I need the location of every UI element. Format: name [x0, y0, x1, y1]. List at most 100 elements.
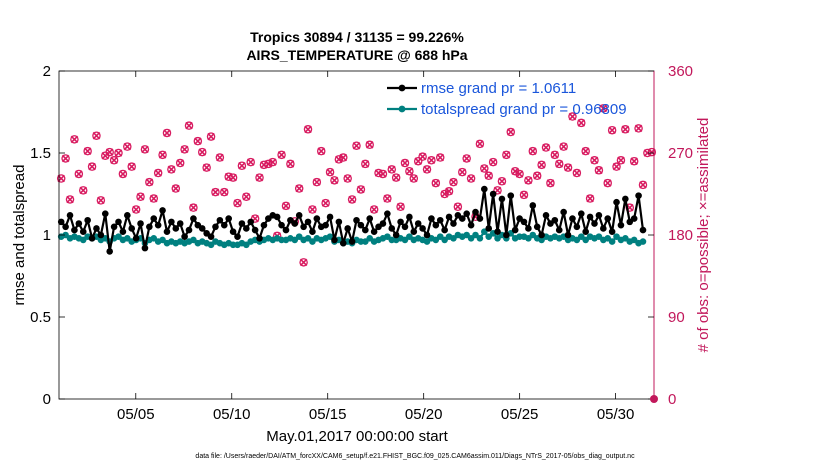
obs-possible-circle — [365, 140, 374, 150]
obs-possible-circle — [352, 141, 361, 150]
obs-possible-circle — [418, 152, 427, 161]
chart-subtitle: AIRS_TEMPERATURE @ 688 hPa — [246, 47, 467, 63]
obs-count-marker — [140, 145, 150, 154]
obs-possible-circle — [299, 258, 308, 267]
rmse-series — [57, 185, 647, 255]
rmse-point — [428, 215, 435, 222]
obs-count-marker — [281, 201, 291, 211]
rmse-point — [564, 231, 572, 239]
obs-possible-circle — [136, 192, 145, 201]
rmse-point — [577, 210, 585, 217]
rmse-point — [168, 218, 175, 226]
obs-possible-circle — [131, 205, 141, 214]
obs-assimilated-x — [97, 196, 105, 205]
obs-assimilated-x — [105, 148, 114, 156]
y2-tick-label: 0 — [668, 391, 676, 408]
rmse-point — [185, 226, 193, 234]
obs-possible-circle — [396, 202, 405, 212]
y-tick-label: 1.5 — [30, 145, 51, 162]
obs-possible-circle — [184, 121, 194, 130]
obs-possible-circle — [621, 125, 630, 134]
obs-possible-circle — [603, 178, 612, 188]
obs-count-marker — [418, 152, 427, 161]
obs-possible-circle — [554, 159, 564, 169]
obs-count-marker — [180, 145, 189, 154]
obs-assimilated-x — [335, 155, 343, 164]
rmse-point — [604, 215, 612, 222]
obs-possible-circle — [65, 195, 75, 204]
rmse-point — [207, 233, 215, 240]
rmse-point — [353, 216, 360, 224]
obs-assimilated-x — [432, 179, 440, 187]
obs-count-marker — [149, 194, 159, 203]
obs-count-marker — [61, 154, 70, 163]
obs-count-marker — [435, 153, 445, 162]
rmse-point — [617, 221, 625, 229]
obs-count-marker — [339, 153, 348, 162]
rmse-point — [93, 225, 100, 232]
rmse-point — [119, 228, 127, 236]
obs-assimilated-x — [361, 160, 370, 168]
rmse-point — [494, 228, 501, 236]
obs-count-marker — [74, 169, 84, 179]
obs-count-marker — [312, 177, 322, 187]
obs-count-marker — [524, 176, 533, 185]
obs-possible-circle — [197, 147, 207, 157]
legend-spread-label: totalspread grand pr = 0.96809 — [421, 101, 627, 118]
obs-possible-circle — [255, 173, 264, 182]
obs-count-marker — [361, 159, 370, 169]
rmse-point — [357, 221, 365, 229]
obs-count-marker — [546, 178, 555, 188]
obs-possible-circle — [462, 154, 471, 163]
obs-count-marker — [118, 169, 128, 179]
rmse-point — [62, 223, 69, 231]
rmse-point — [348, 238, 356, 245]
obs-possible-circle — [140, 145, 150, 154]
legend-rmse-label: rmse grand pr = 1.0611 — [421, 80, 576, 97]
obs-assimilated-x — [533, 172, 541, 180]
rmse-point — [146, 223, 153, 231]
rmse-point — [401, 223, 409, 231]
obs-count-marker — [480, 164, 489, 173]
obs-count-marker — [211, 187, 220, 197]
obs-assimilated-x — [123, 142, 132, 151]
rmse-point — [436, 216, 444, 224]
obs-assimilated-x — [127, 162, 136, 171]
obs-possible-circle — [171, 184, 181, 193]
obs-assimilated-x — [599, 104, 608, 113]
obs-count-marker — [65, 195, 75, 204]
obs-count-marker — [78, 186, 88, 195]
obs-assimilated-x — [410, 174, 418, 183]
rmse-point — [591, 220, 598, 227]
obs-count-marker — [171, 184, 181, 193]
obs-count-marker — [220, 187, 229, 197]
obs-assimilated-x — [163, 129, 171, 137]
y2-tick-label: 180 — [668, 227, 693, 244]
obs-possible-circle — [277, 150, 286, 160]
legend: rmse grand pr = 1.0611 totalspread grand… — [387, 80, 627, 118]
rmse-point — [172, 225, 180, 232]
rmse-point — [163, 228, 171, 236]
rmse-point — [573, 223, 581, 231]
obs-possible-circle — [316, 146, 326, 156]
obs-count-marker — [255, 173, 264, 182]
rmse-point — [295, 212, 303, 219]
obs-assimilated-x — [220, 188, 229, 196]
obs-possible-circle — [74, 169, 84, 179]
obs-count-marker — [502, 150, 511, 160]
obs-assimilated-x — [149, 194, 158, 203]
obs-assimilated-x — [454, 202, 462, 211]
obs-count-marker — [294, 184, 304, 193]
obs-count-marker — [449, 177, 458, 187]
obs-assimilated-x — [573, 169, 581, 177]
obs-count-marker — [554, 159, 564, 169]
rmse-point — [115, 218, 122, 226]
obs-assimilated-x — [114, 149, 123, 157]
totalspread-point — [608, 238, 616, 245]
rmse-point — [71, 226, 78, 234]
obs-assimilated-x — [506, 128, 515, 136]
rmse-point — [216, 216, 224, 224]
rmse-point — [75, 220, 83, 227]
obs-possible-circle — [550, 150, 560, 160]
rmse-point — [110, 223, 118, 231]
